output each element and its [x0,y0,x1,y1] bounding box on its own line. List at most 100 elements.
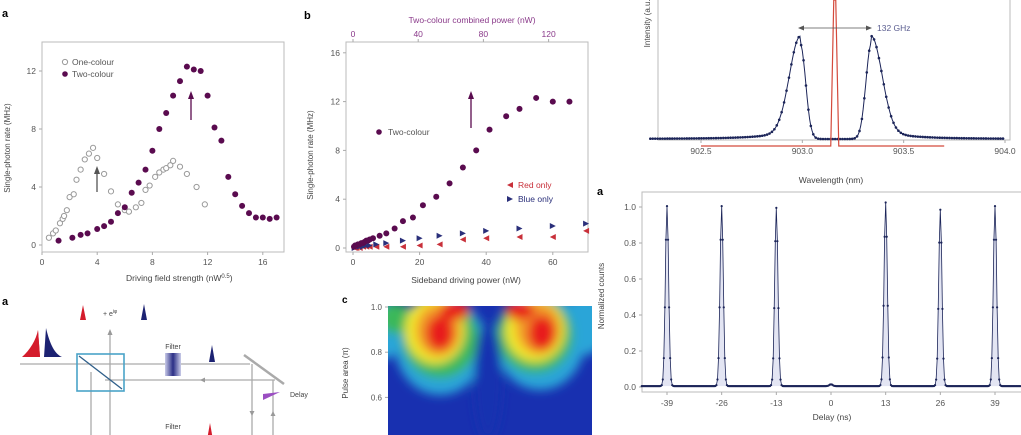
tick-label: 12 [203,257,213,267]
data-point-two-colour [225,173,232,180]
tick-label: 80 [479,29,489,39]
data-point-one-colour [70,191,77,198]
emission-point [782,101,786,104]
data-point-red-only [399,243,406,250]
emission-point [717,136,720,140]
emission-point [773,127,776,131]
emission-point [982,137,985,140]
x-ticks: 902.5 903.0 903.5 904.0 [690,140,1016,156]
data-point-one-colour [66,194,73,201]
emission-point [916,135,920,138]
data-point-one-colour [183,170,190,178]
data-point-one-colour [201,201,208,208]
tick-label: 60 [548,257,558,267]
legend: One-colour Two-colour [61,57,114,79]
correlation-point [769,383,773,387]
emission-point [819,137,822,141]
data-point-two-colour [55,237,62,244]
correlation-point [663,306,666,309]
data-point-two-colour [273,214,280,221]
data-point-one-colour [63,207,70,214]
emission-point [736,136,740,139]
correlation-point [718,306,721,309]
panel-label: b [304,10,311,22]
emission-point [653,137,657,140]
emission-point [726,136,730,140]
tick-label: 16 [258,257,268,267]
delay-label: Delay [290,392,308,399]
tick-label: 904.0 [994,146,1016,156]
emission-point [957,136,961,140]
emission-point [911,134,915,138]
data-point-two-colour [232,191,239,198]
delay-icon [263,392,280,400]
correlation-line [641,202,1021,387]
data-point-one-colour [163,165,170,172]
emission-point [863,97,866,100]
beamsplitter-diagonal [78,355,123,390]
emission-point [675,137,679,140]
emission-point [765,133,769,136]
correlation-point [662,356,665,360]
emission-point [848,137,852,141]
emission-point [843,137,847,141]
tick-label: 4 [31,182,36,192]
correlation-point [988,383,991,387]
data-point-blue-only [416,235,423,242]
emission-point [792,50,796,54]
tick-label: 0.6 [624,274,636,284]
data-point-blue-only [436,232,443,239]
emission-point [833,137,837,141]
tick-label: -13 [770,398,783,408]
tick-label: 0 [351,257,356,267]
data-point-two-colour [69,234,76,241]
data-point-two-colour [566,98,573,105]
data-point-two-colour [473,147,480,154]
emission-point [855,135,859,138]
x-ticks: -39 -26 -13 0 13 26 39 [661,392,1000,408]
emission-point [850,137,854,141]
correlation-point [664,238,668,241]
tick-label: 0.0 [624,382,636,392]
data-point-red-only [436,241,443,248]
tick-label: 8 [335,145,340,155]
emission-point [802,58,805,62]
emission-point [977,137,980,140]
emission-point [953,136,956,140]
emission-point [785,89,788,92]
emission-point [967,137,971,140]
data-point-one-colour [107,188,115,195]
correlation-point [886,304,889,307]
emission-point [811,132,815,136]
tick-label: 0 [351,29,356,39]
tick-label: 1.0 [371,303,383,312]
data-point-blue-only [383,240,390,247]
y-ticks: 0.0 0.2 0.4 0.6 0.8 1.0 [624,202,642,392]
data-point-one-colour [85,150,93,157]
emission-point [741,135,745,139]
data-point-two-colour [170,92,177,99]
data-point-two-colour [549,98,556,105]
data-point-two-colour [486,126,493,133]
data-point-two-colour [142,166,149,173]
legend-marker-two-colour [376,129,382,135]
tick-label: 16 [331,48,341,58]
tick-label: 1.0 [624,202,636,212]
beam-arrow [107,329,113,335]
tick-label: 0 [31,240,36,250]
emission-point [936,136,939,139]
data-point-red-only [373,243,380,250]
emission-point [918,135,922,139]
correlation-point [715,383,718,387]
emission-point [804,84,808,87]
data-point-red-only [483,235,490,242]
emission-point [746,135,749,139]
splitting-annotation: 132 GHz [877,23,911,33]
tick-label: 8 [150,257,155,267]
emission-point [697,137,701,140]
emission-point [724,136,728,140]
panel-correlation-chart: a -39 -26 -13 0 13 26 39 0.0 0.2 0.4 0.6 0.8 1.0 De… [597,186,1021,422]
emission-point [965,136,968,140]
data-point-two-colour [409,214,416,221]
emission-point [678,137,681,140]
